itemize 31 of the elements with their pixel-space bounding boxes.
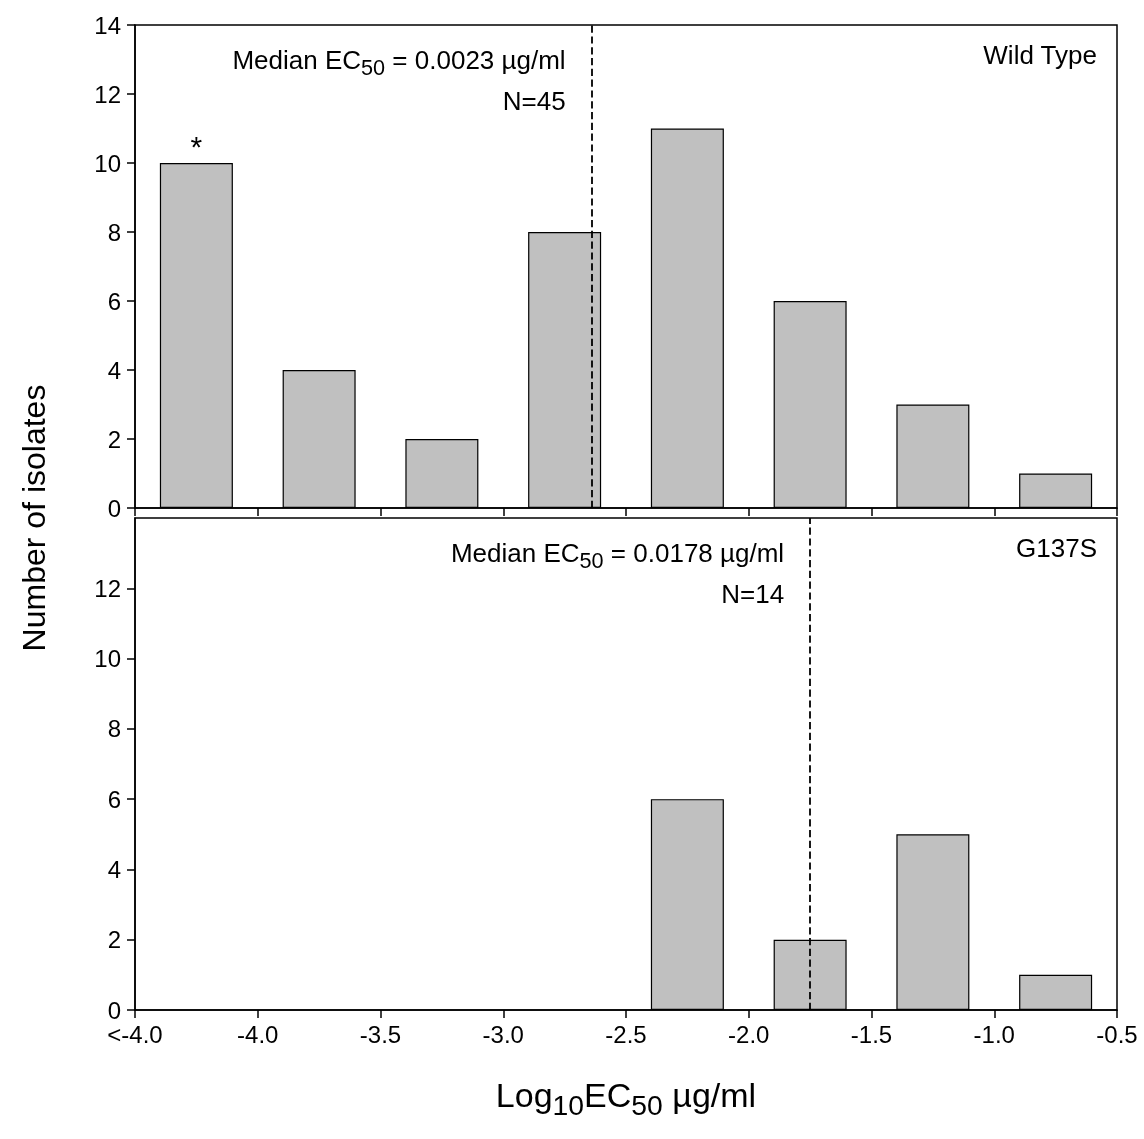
annotation: Wild Type (983, 40, 1097, 70)
annotation: Median EC$_{50}$ = 0.0023 µg/ml (232, 45, 566, 81)
annotation: N=14 (721, 579, 785, 609)
x-tick-label: -3.5 (359, 1020, 402, 1048)
y-tick-label: 2 (107, 425, 121, 453)
x-tick-label: -1.5 (850, 1020, 893, 1048)
y-tick-label: 12 (94, 574, 121, 602)
y-axis-title: Number of isolates (15, 384, 53, 652)
x-tick-label: -2.0 (728, 1020, 770, 1048)
annotation: * (190, 130, 203, 163)
annotation: Median EC$_{50}$ = 0.0178 µg/ml (450, 538, 785, 574)
y-tick-label: 6 (107, 785, 121, 813)
y-tick-label: 8 (107, 715, 121, 743)
x-tick-label: -2.5 (605, 1020, 647, 1048)
y-tick-label: 4 (107, 855, 121, 883)
y-tick-label: 0 (107, 494, 121, 522)
x-tick-label: -4.0 (237, 1020, 279, 1048)
y-tick-label: 10 (94, 149, 121, 177)
y-tick-label: 4 (107, 356, 121, 384)
x-tick-label: -3.0 (482, 1020, 524, 1048)
y-tick-label: 2 (107, 926, 121, 954)
y-tick-label: 6 (107, 287, 121, 315)
y-tick-label: 10 (94, 645, 121, 673)
x-tick-label: -1.0 (973, 1020, 1015, 1048)
y-tick-label: 12 (94, 80, 121, 108)
x-tick-label: -0.5 (1096, 1020, 1138, 1048)
y-tick-label: 14 (94, 11, 121, 39)
annotation: N=45 (502, 86, 566, 116)
x-axis-title: Log$_{10}$EC$_{50}$ µg/ml (495, 1076, 757, 1122)
y-tick-label: 8 (107, 218, 121, 246)
annotation: G137S (1016, 533, 1097, 563)
